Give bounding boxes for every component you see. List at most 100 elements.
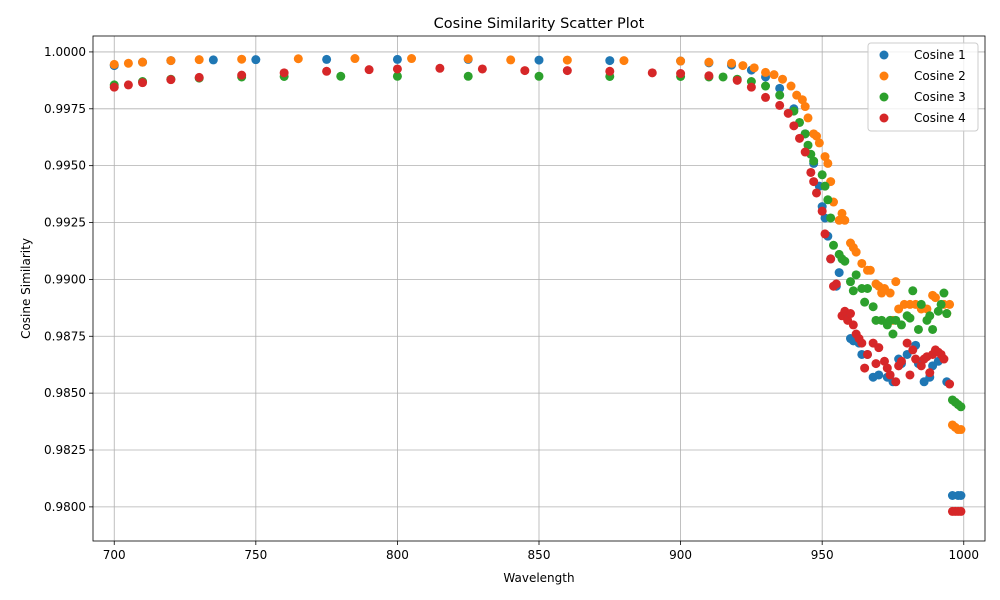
x-tick-label: 900 (669, 548, 692, 562)
data-point (704, 57, 714, 67)
data-point (761, 92, 771, 102)
data-point (803, 140, 813, 150)
data-point (865, 265, 875, 275)
x-tick-label: 800 (386, 548, 409, 562)
data-point (676, 69, 686, 79)
data-point (936, 299, 946, 309)
data-point (803, 113, 813, 123)
grid-lines (93, 36, 985, 541)
data-point (769, 70, 779, 80)
data-point (834, 268, 844, 278)
y-tick-label: 0.9875 (44, 329, 86, 343)
y-tick-label: 0.9950 (44, 159, 86, 173)
data-point (279, 68, 289, 78)
axis-ticks: 700 750 800 850 900 950 1000 0.9800 0.9825 0.9850… (44, 45, 979, 562)
data-point (939, 354, 949, 364)
data-point (138, 57, 148, 67)
data-point (956, 402, 966, 412)
data-point (749, 63, 759, 73)
series-3-points (109, 71, 966, 412)
data-point (851, 247, 861, 257)
data-point (463, 71, 473, 81)
data-point (942, 309, 952, 319)
legend-marker (879, 50, 889, 60)
data-point (879, 356, 889, 366)
data-point (916, 299, 926, 309)
legend-marker (879, 71, 889, 81)
legend-marker (879, 113, 889, 123)
data-point (809, 156, 819, 166)
data-point (862, 349, 872, 359)
data-point (520, 66, 530, 76)
legend-label: Cosine 1 (914, 48, 966, 62)
x-tick-label: 850 (528, 548, 551, 562)
legend-box (867, 42, 979, 132)
y-tick-label: 0.9925 (44, 216, 86, 230)
data-point (392, 64, 402, 74)
data-point (826, 254, 836, 264)
data-point (925, 311, 935, 321)
data-point (882, 363, 892, 373)
data-point (831, 279, 841, 289)
data-point (956, 491, 966, 501)
data-point (761, 81, 771, 91)
data-point (783, 108, 793, 118)
data-point (945, 299, 955, 309)
data-point (874, 370, 884, 380)
data-point (775, 83, 785, 93)
data-point (797, 95, 807, 105)
data-point (905, 313, 915, 323)
data-point (534, 71, 544, 81)
data-point (194, 55, 204, 65)
data-point (817, 206, 827, 216)
data-point (823, 195, 833, 205)
data-point (534, 55, 544, 65)
data-point (829, 240, 839, 250)
data-point (605, 66, 615, 76)
data-point (868, 302, 878, 312)
legend-label: Cosine 2 (914, 69, 966, 83)
data-point (840, 256, 850, 266)
data-point (871, 359, 881, 369)
data-point (860, 363, 870, 373)
legend-label: Cosine 4 (914, 111, 966, 125)
data-point (761, 67, 771, 77)
y-tick-label: 0.9975 (44, 102, 86, 116)
y-tick-label: 1.0000 (44, 45, 86, 59)
data-point (800, 102, 810, 112)
data-point (902, 338, 912, 348)
data-point (208, 55, 218, 65)
data-point (820, 152, 830, 162)
data-point (605, 56, 615, 66)
data-point (123, 58, 133, 68)
x-tick-label: 950 (811, 548, 834, 562)
data-point (407, 54, 417, 64)
data-point (789, 121, 799, 131)
data-point (860, 297, 870, 307)
data-point (138, 78, 148, 88)
data-point (506, 55, 516, 65)
data-points (109, 54, 966, 516)
data-point (908, 345, 918, 355)
data-point (840, 215, 850, 225)
x-tick-label: 700 (103, 548, 126, 562)
data-point (322, 54, 332, 64)
data-point (812, 188, 822, 198)
data-point (676, 56, 686, 66)
data-point (251, 55, 261, 65)
data-point (817, 170, 827, 180)
data-point (392, 71, 402, 81)
data-point (939, 288, 949, 298)
data-point (916, 361, 926, 371)
data-point (820, 229, 830, 239)
data-point (746, 82, 756, 92)
data-point (322, 66, 332, 76)
data-point (194, 72, 204, 82)
data-point (913, 324, 923, 334)
data-point (350, 54, 360, 64)
data-point (933, 306, 943, 316)
data-point (862, 284, 872, 293)
data-point (928, 324, 938, 334)
data-point (956, 425, 966, 435)
data-point (562, 55, 572, 65)
